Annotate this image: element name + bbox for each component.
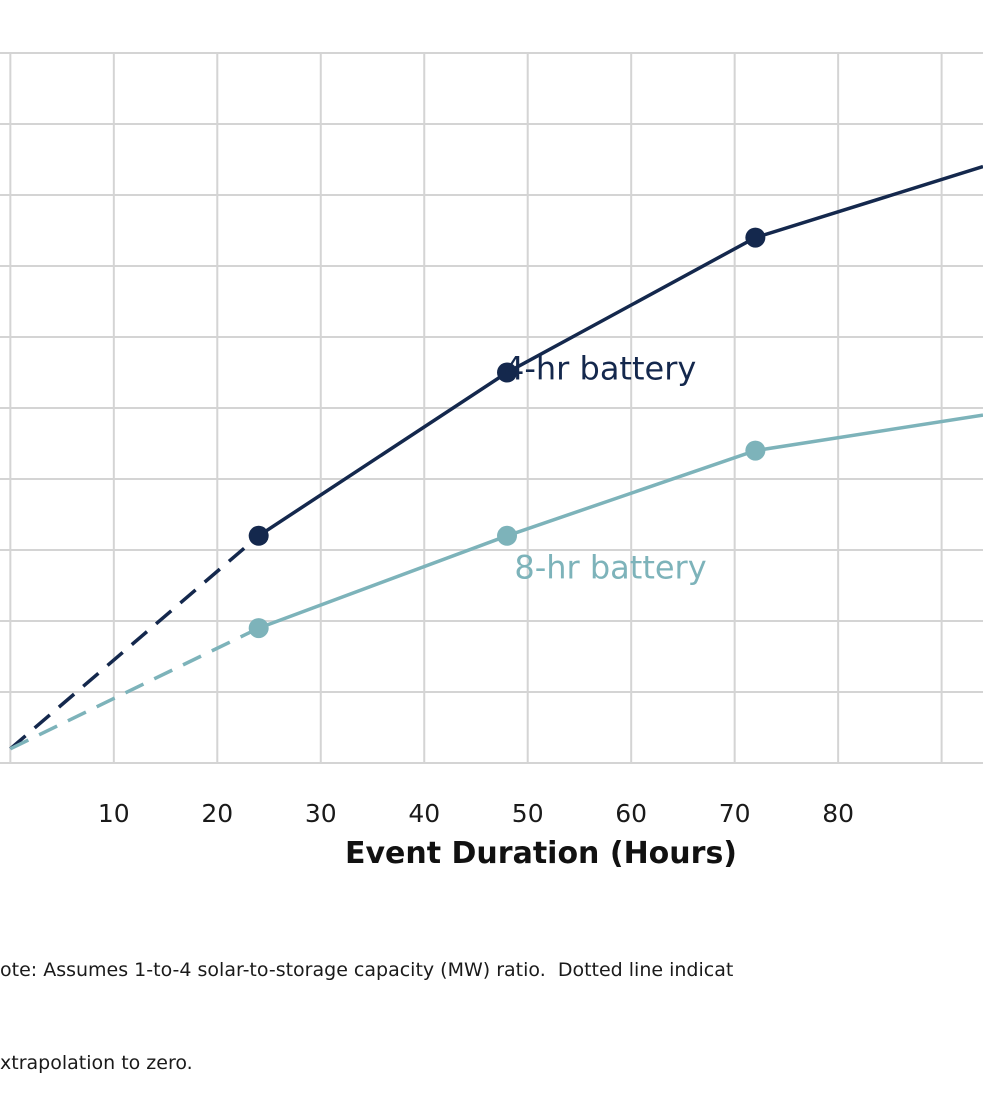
x-tick-label: 50 xyxy=(512,799,544,828)
data-point xyxy=(745,227,766,248)
data-point xyxy=(745,440,766,461)
x-tick-label: 40 xyxy=(408,799,440,828)
x-tick-labels: 10 20 30 40 50 60 70 80 xyxy=(98,799,854,828)
footnote: ote: Assumes 1-to-4 solar-to-storage cap… xyxy=(0,893,983,1110)
series-label: 8-hr battery xyxy=(514,548,706,586)
x-tick-label: 30 xyxy=(305,799,337,828)
data-point xyxy=(248,525,269,546)
line-chart: 10 20 30 40 50 60 70 80 4-hr battery 8-hr batter… xyxy=(0,52,983,871)
data-point xyxy=(248,618,269,639)
series-line xyxy=(258,413,983,630)
extrapolation-line xyxy=(9,534,260,751)
gridlines xyxy=(0,52,983,764)
data-point xyxy=(497,362,518,383)
x-tick-label: 60 xyxy=(615,799,647,828)
data-point xyxy=(497,525,518,546)
footnote-line-2: xtrapolation to zero. xyxy=(0,1052,193,1074)
x-tick-label: 70 xyxy=(719,799,751,828)
x-tick-label: 20 xyxy=(201,799,233,828)
footnote-line-1: ote: Assumes 1-to-4 solar-to-storage cap… xyxy=(0,959,734,981)
x-axis-label: Event Duration (Hours) xyxy=(345,836,737,871)
extrapolation-line xyxy=(9,626,260,751)
series-label: 4-hr battery xyxy=(504,350,696,388)
series-line xyxy=(257,164,983,538)
series-lines xyxy=(9,164,983,751)
series-labels: 4-hr battery 8-hr battery xyxy=(504,350,707,587)
x-tick-label: 10 xyxy=(98,799,130,828)
x-tick-label: 80 xyxy=(822,799,854,828)
